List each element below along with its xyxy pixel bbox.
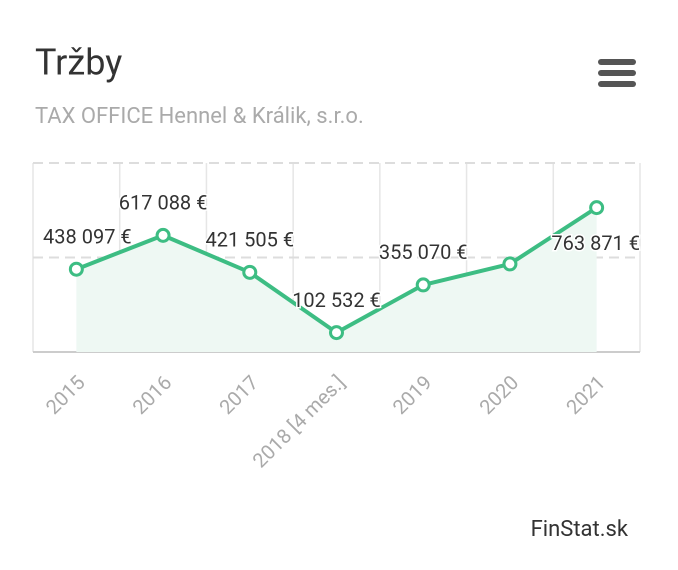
point [242, 264, 258, 280]
data-label: 355 070 € [379, 240, 468, 264]
x-tick-label: 2020 [474, 370, 523, 419]
menu-bar [598, 70, 636, 76]
point [68, 261, 84, 277]
data-label: 617 088 € [119, 191, 208, 215]
chart-subtitle: TAX OFFICE Hennel & Králik, s.r.o. [35, 104, 364, 129]
x-tick-label: 2018 [4 mes.] [248, 370, 350, 472]
x-tick-label: 2019 [388, 370, 437, 419]
area [76, 207, 597, 352]
data-label: 438 097 € [43, 224, 132, 248]
data-label: 421 505 € [205, 228, 294, 252]
point [329, 325, 344, 341]
menu-bar [598, 81, 636, 87]
menu-bar [598, 59, 636, 65]
chart-title: Tržby [35, 42, 122, 84]
point [155, 227, 171, 243]
point [589, 200, 605, 216]
point [415, 277, 431, 293]
x-tick-label: 2015 [41, 370, 90, 419]
data-label: 102 532 € [292, 288, 381, 312]
data-label: 763 871 € [551, 231, 640, 255]
x-tick-label: 2016 [128, 370, 177, 419]
x-tick-label: 2021 [561, 370, 610, 419]
point [502, 256, 518, 272]
credit: FinStat.sk [531, 517, 629, 542]
x-tick-label: 2017 [214, 370, 263, 419]
menu-button[interactable] [598, 59, 636, 87]
